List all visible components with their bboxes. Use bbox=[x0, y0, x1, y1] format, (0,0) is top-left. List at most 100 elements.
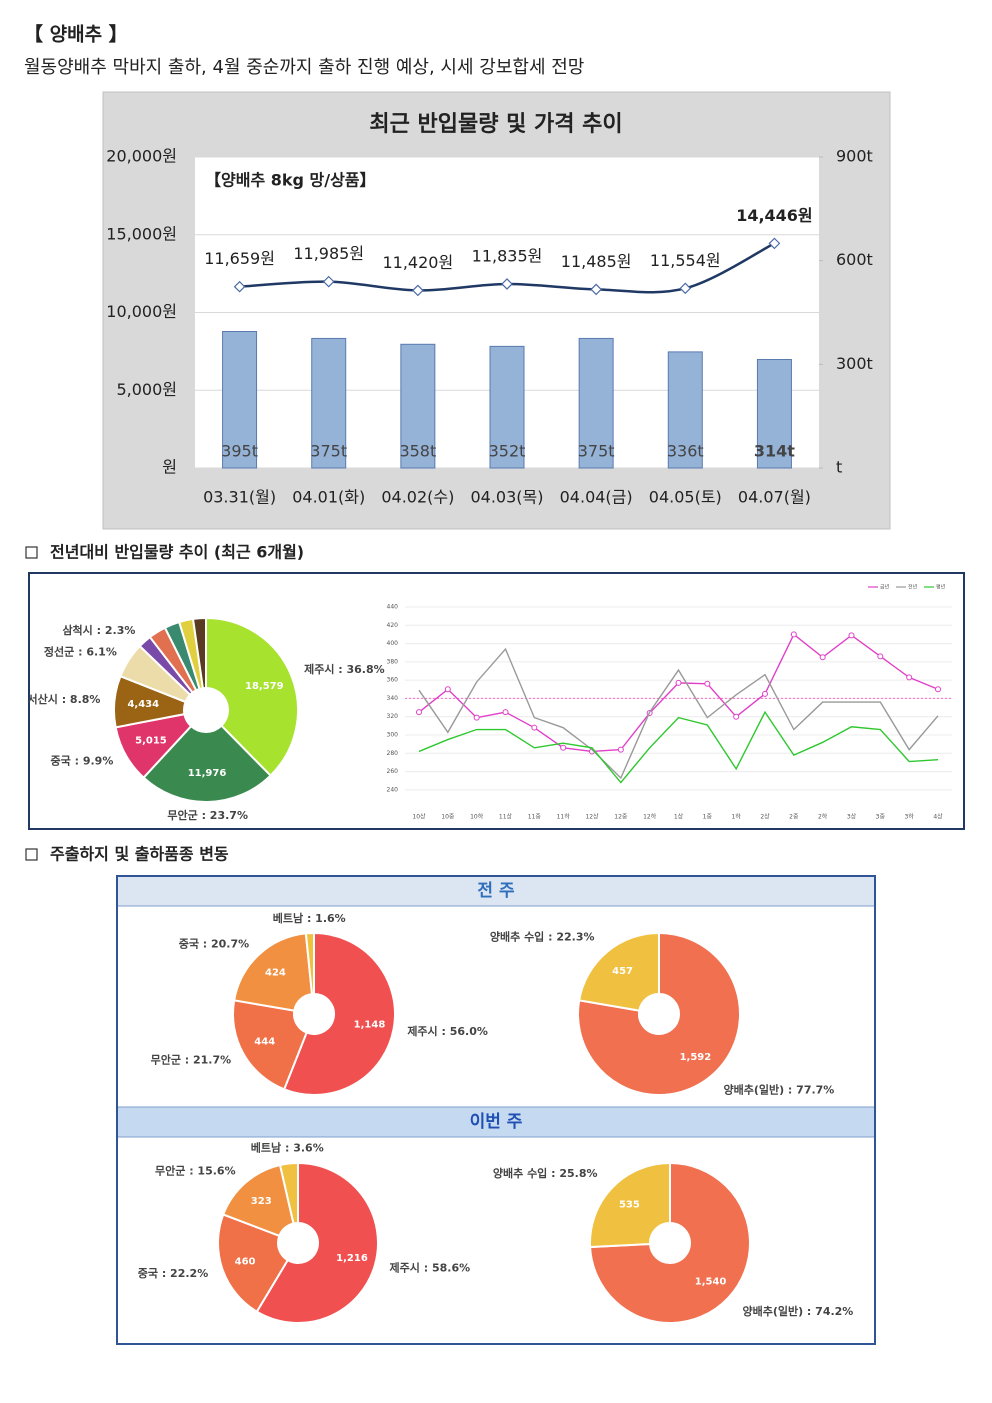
slice-label: 제주시 : 58.6% bbox=[390, 1260, 471, 1274]
x-tick-label: 2중 bbox=[789, 814, 799, 821]
line-marker bbox=[473, 714, 480, 721]
x-tick-label: 04.01(화) bbox=[292, 488, 365, 507]
line-marker bbox=[704, 680, 711, 687]
slice-count: 1,592 bbox=[680, 1052, 712, 1063]
line-marker bbox=[233, 280, 246, 293]
pie-slice bbox=[589, 1161, 671, 1249]
line-marker bbox=[679, 282, 692, 295]
line-marker bbox=[733, 713, 740, 720]
y-tick-label: 260 bbox=[387, 768, 399, 775]
pie-slice bbox=[577, 931, 741, 1096]
bar-label: 395t bbox=[221, 442, 258, 461]
y-tick-label: 240 bbox=[387, 786, 399, 793]
data-label: 11,420원 bbox=[382, 253, 453, 272]
bar bbox=[489, 345, 525, 469]
page-title: 【 양배추 】 bbox=[24, 23, 128, 46]
line-marker bbox=[906, 674, 913, 681]
slice-count: 4,434 bbox=[127, 699, 159, 710]
series-line bbox=[418, 710, 939, 784]
slice-label: 양배추(일반) : 77.7% bbox=[723, 1082, 834, 1096]
pie-slice bbox=[578, 931, 660, 1012]
section-heading: 주출하지 및 출하품종 변동 bbox=[50, 845, 229, 864]
slice-count: 535 bbox=[619, 1199, 640, 1210]
line-marker bbox=[877, 653, 884, 660]
x-tick-label: 2하 bbox=[818, 813, 828, 821]
x-tick-label: 10하 bbox=[470, 813, 484, 821]
slice-count: 11,976 bbox=[188, 768, 227, 779]
slice-count: 5,015 bbox=[135, 736, 167, 747]
y2-tick-label: 600t bbox=[836, 250, 873, 269]
bar bbox=[311, 337, 347, 469]
pie-slice bbox=[191, 616, 207, 690]
panel-header bbox=[118, 877, 874, 906]
slice-label: 제주시 : 56.0% bbox=[407, 1024, 488, 1038]
chart-subtitle: 【양배추 8kg 망/상품】 bbox=[205, 171, 376, 190]
legend-label: 금년 bbox=[880, 584, 890, 591]
slice-count: 460 bbox=[235, 1256, 256, 1267]
x-tick-label: 4상 bbox=[933, 813, 943, 821]
x-tick-label: 1중 bbox=[703, 814, 713, 821]
data-label: 11,659원 bbox=[204, 249, 275, 268]
panel-frame bbox=[116, 875, 876, 1345]
line-marker bbox=[848, 632, 855, 639]
panel-title: 전 주 bbox=[477, 881, 515, 901]
pie-slice bbox=[282, 931, 396, 1096]
line-marker bbox=[502, 709, 509, 716]
slice-count: 323 bbox=[251, 1196, 272, 1207]
slice-count: 1,540 bbox=[695, 1277, 727, 1288]
line-marker bbox=[790, 631, 797, 638]
line-marker bbox=[617, 746, 624, 753]
slice-count: 1,148 bbox=[354, 1020, 386, 1031]
x-tick-label: 3상 bbox=[847, 813, 857, 821]
pie-slice bbox=[278, 1161, 299, 1225]
x-tick-label: 11하 bbox=[557, 813, 571, 821]
page-subtitle: 월동양배추 막바지 출하, 4월 중순까지 출하 진행 예상, 시세 강보합세 … bbox=[24, 57, 584, 78]
y-tick-label: 380 bbox=[387, 658, 399, 665]
y-tick-label: 320 bbox=[387, 713, 399, 720]
y-tick-label: 280 bbox=[387, 750, 399, 757]
y-tick-label: 420 bbox=[387, 622, 399, 629]
y-tick-label: 20,000원 bbox=[106, 147, 177, 166]
slice-label: 베트남 : 3.6% bbox=[251, 1141, 324, 1155]
line-marker bbox=[935, 686, 941, 693]
bar-label: 358t bbox=[399, 442, 436, 461]
x-tick-label: 12하 bbox=[643, 813, 657, 821]
section-heading: 전년대비 반입물량 추이 (최근 6개월) bbox=[50, 543, 304, 562]
x-tick-label: 04.03(목) bbox=[470, 488, 543, 507]
data-label: 11,835원 bbox=[472, 246, 543, 265]
x-tick-label: 11중 bbox=[528, 814, 542, 821]
x-tick-label: 04.05(토) bbox=[649, 488, 722, 507]
bar bbox=[578, 337, 614, 469]
x-tick-label: 2상 bbox=[760, 813, 770, 821]
slice-count: 1,216 bbox=[336, 1253, 368, 1264]
line-marker bbox=[819, 654, 826, 661]
pie-slice bbox=[233, 932, 314, 1012]
bar-label: 314t bbox=[754, 442, 795, 461]
pie-slice bbox=[217, 1213, 290, 1313]
slice-label: 중국 : 20.7% bbox=[179, 938, 249, 951]
legend-label: 평년 bbox=[936, 584, 946, 591]
bar-label: 336t bbox=[667, 442, 704, 461]
section-marker bbox=[25, 848, 38, 861]
line-marker bbox=[590, 283, 602, 296]
line-marker bbox=[501, 278, 513, 290]
y-tick-label: 300 bbox=[387, 732, 399, 739]
pie-slice bbox=[205, 616, 299, 777]
line-marker bbox=[768, 237, 781, 250]
slice-count: 424 bbox=[265, 968, 286, 979]
y2-tick-label: 300t bbox=[836, 354, 873, 373]
slice-label: 양배추(일반) : 74.2% bbox=[742, 1304, 853, 1318]
y-tick-label: 원 bbox=[162, 458, 177, 477]
panel-title: 이번 주 bbox=[470, 1112, 523, 1132]
line-marker bbox=[444, 686, 451, 693]
panel-header bbox=[118, 1107, 874, 1137]
y-tick-label: 5,000원 bbox=[116, 380, 177, 399]
x-tick-label: 03.31(월) bbox=[203, 488, 276, 507]
y-tick-label: 440 bbox=[387, 604, 399, 611]
x-tick-label: 04.04(금) bbox=[560, 488, 633, 507]
y-tick-label: 360 bbox=[387, 677, 399, 684]
bar-label: 352t bbox=[489, 442, 526, 461]
y2-tick-label: 900t bbox=[836, 147, 873, 166]
x-tick-label: 04.07(월) bbox=[738, 488, 811, 507]
slice-label: 중국 : 9.9% bbox=[51, 755, 114, 768]
